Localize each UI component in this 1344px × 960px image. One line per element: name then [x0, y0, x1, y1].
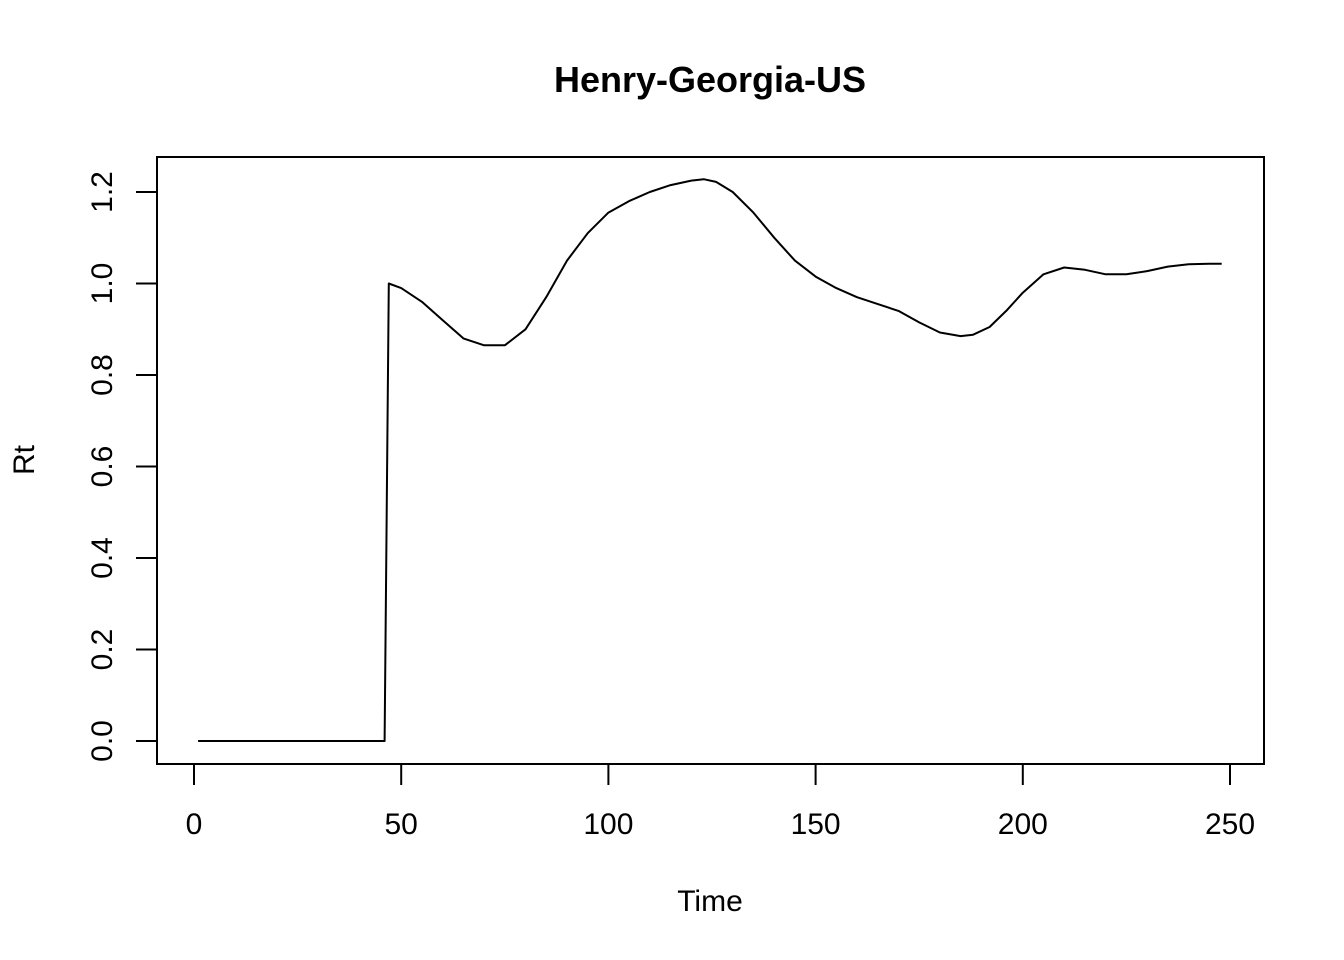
- x-tick-label: 150: [791, 808, 841, 841]
- x-tick-label: 50: [385, 808, 418, 841]
- y-tick-label: 0.8: [86, 354, 119, 396]
- y-tick-label: 1.2: [86, 171, 119, 213]
- x-tick-label: 250: [1205, 808, 1255, 841]
- chart-title: Henry-Georgia-US: [554, 59, 866, 100]
- y-tick-label: 0.6: [86, 446, 119, 488]
- y-tick-label: 1.0: [86, 263, 119, 305]
- x-axis-label: Time: [677, 885, 743, 918]
- x-tick-label: 200: [998, 808, 1048, 841]
- y-axis: 0.0 0.2 0.4 0.6 0.8 1.0 1.2: [86, 171, 158, 762]
- plot-area-border: [156, 156, 1265, 765]
- series-layer: [198, 178, 1222, 742]
- y-tick-label: 0.2: [86, 629, 119, 671]
- x-tick-label: 0: [186, 808, 203, 841]
- rt-series-line: [198, 178, 1222, 742]
- y-axis-label: Rt: [8, 444, 41, 475]
- x-tick-label: 100: [583, 808, 633, 841]
- x-axis: 0 50 100 150 200 250: [186, 763, 1255, 841]
- y-tick-label: 0.4: [86, 537, 119, 579]
- y-tick-label: 0.0: [86, 720, 119, 762]
